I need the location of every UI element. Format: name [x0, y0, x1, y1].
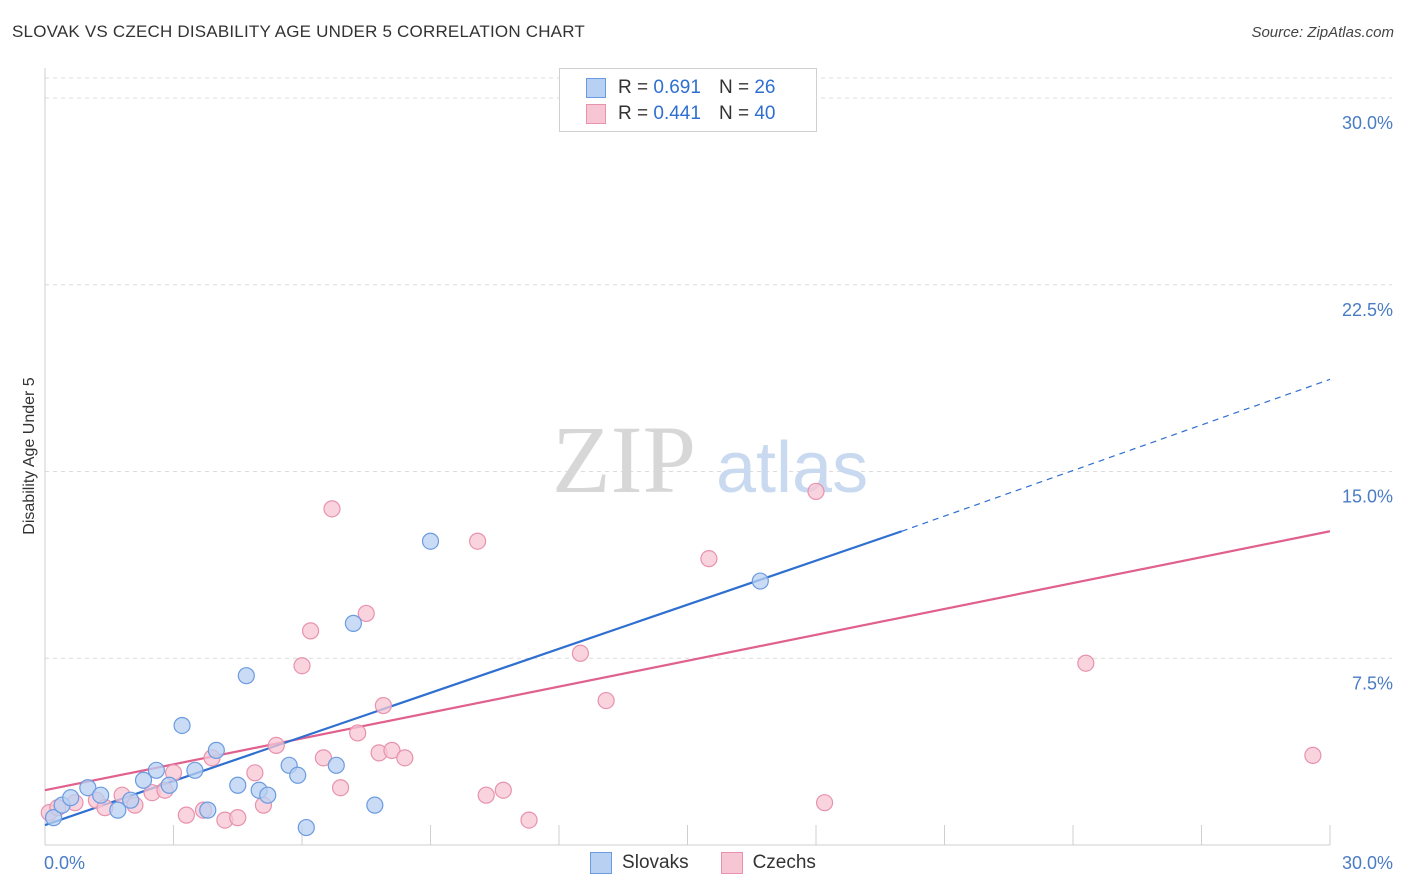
point-czechs	[1304, 746, 1322, 764]
point-slovaks	[199, 801, 217, 819]
point-slovaks	[173, 716, 191, 735]
chart-title: SLOVAK VS CZECH DISABILITY AGE UNDER 5 C…	[12, 22, 585, 41]
point-czechs	[246, 764, 264, 782]
legend-r-label: R =	[618, 77, 649, 98]
point-slovaks	[207, 741, 225, 759]
point-slovaks	[229, 776, 247, 794]
point-slovaks	[751, 572, 769, 590]
series-legend: Slovaks Czechs	[0, 852, 1406, 874]
point-slovaks	[160, 776, 178, 794]
point-czechs	[520, 811, 538, 829]
source-label: Source: ZipAtlas.com	[1251, 24, 1394, 41]
point-slovaks	[134, 771, 153, 789]
legend-n-value: 40	[754, 103, 776, 124]
point-czechs	[700, 550, 718, 568]
point-czechs	[323, 500, 341, 518]
y-tick-label: 30.0%	[1342, 113, 1393, 133]
x-tick-label: 0.0%	[44, 853, 85, 873]
point-czechs	[301, 622, 320, 640]
point-czechs	[1077, 654, 1095, 672]
point-czechs	[477, 786, 495, 804]
point-slovaks	[79, 779, 97, 797]
point-czechs	[807, 482, 825, 501]
legend-r-value: 0.441	[653, 103, 701, 124]
series-label-czechs: Czechs	[752, 852, 816, 873]
point-slovaks	[109, 801, 127, 819]
point-czechs	[494, 781, 512, 799]
y-tick-label: 15.0%	[1342, 487, 1393, 507]
point-slovaks	[289, 766, 307, 784]
point-slovaks	[297, 818, 315, 837]
point-czechs	[177, 806, 195, 824]
series-label-slovaks: Slovaks	[622, 852, 689, 873]
data-points	[40, 482, 1322, 837]
legend-r-label: R =	[618, 103, 649, 124]
y-tick-label: 22.5%	[1342, 300, 1393, 320]
point-czechs	[229, 809, 247, 827]
point-slovaks	[147, 761, 165, 779]
legend-row-slovaks: R = 0.691 N = 26	[586, 75, 775, 101]
point-czechs	[571, 644, 590, 662]
point-czechs	[597, 691, 615, 710]
point-slovaks	[122, 791, 140, 809]
x-tick-label: 30.0%	[1342, 853, 1393, 873]
point-czechs	[357, 604, 375, 623]
legend-n-label: N =	[718, 77, 750, 98]
watermark-zip: ZIP	[552, 406, 696, 513]
point-czechs	[815, 794, 834, 812]
series-swatch-slovaks	[590, 852, 613, 874]
point-slovaks	[237, 667, 255, 685]
axes	[44, 68, 1331, 846]
point-czechs	[396, 749, 414, 767]
series-legend-czechs[interactable]: Czechs	[720, 852, 816, 874]
point-czechs	[349, 724, 367, 742]
trend-line-slovaks-extension	[901, 378, 1331, 532]
point-czechs	[314, 749, 333, 767]
watermark: ZIP atlas	[552, 406, 868, 513]
y-tick-label: 7.5%	[1352, 673, 1393, 693]
legend-n-label: N =	[718, 103, 750, 124]
point-czechs	[293, 657, 311, 675]
point-slovaks	[92, 786, 110, 804]
y-axis-label: Disability Age Under 5	[21, 377, 38, 535]
point-czechs	[267, 736, 285, 755]
point-slovaks	[366, 796, 384, 814]
point-czechs	[469, 532, 487, 550]
point-slovaks	[327, 756, 345, 774]
tick-labels: 7.5% 15.0% 22.5% 30.0% 0.0% 30.0%	[44, 113, 1393, 873]
point-slovaks	[186, 761, 204, 779]
point-czechs	[374, 696, 392, 715]
point-slovaks	[344, 614, 362, 632]
point-slovaks	[62, 789, 80, 807]
stats-legend: R = 0.691 N = 26 R = 0.441 N = 40	[559, 68, 817, 132]
series-swatch-czechs	[720, 852, 743, 874]
point-czechs	[331, 779, 350, 797]
gridlines	[45, 77, 1392, 659]
legend-r-value: 0.691	[653, 77, 701, 98]
legend-swatch-slovaks	[586, 78, 606, 98]
watermark-atlas: atlas	[716, 428, 868, 508]
legend-row-czechs: R = 0.441 N = 40	[586, 101, 775, 127]
point-czechs	[383, 741, 401, 759]
point-slovaks	[421, 532, 440, 550]
trend-line-czechs	[44, 530, 1331, 792]
legend-n-value: 26	[754, 77, 776, 98]
series-legend-slovaks[interactable]: Slovaks	[590, 852, 689, 874]
legend-swatch-czechs	[586, 104, 606, 124]
point-slovaks	[259, 786, 277, 804]
point-slovaks	[44, 809, 63, 827]
